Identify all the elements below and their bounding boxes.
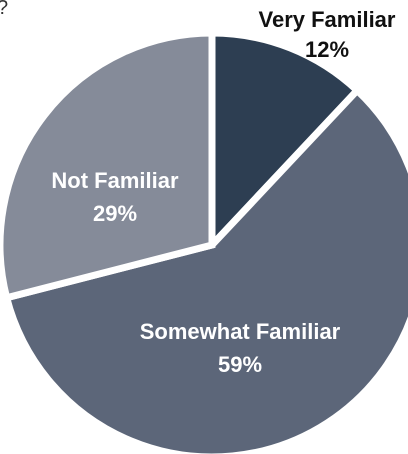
slice-value-very-familiar: 12% <box>305 37 349 62</box>
pie-slice-very-familiar <box>208 29 363 254</box>
slice-value-not-familiar: 29% <box>93 201 137 226</box>
cropped-glyph: ? <box>0 0 8 19</box>
pie-slice-somewhat-familiar <box>2 85 408 454</box>
slice-label-somewhat-familiar: Somewhat Familiar <box>140 319 341 344</box>
pie-labels: Very Familiar 12% Somewhat Familiar 59% … <box>51 7 395 377</box>
slice-label-very-familiar: Very Familiar <box>259 7 396 32</box>
pie-slices <box>0 29 408 454</box>
pie-slice-not-familiar <box>0 29 216 302</box>
slice-label-not-familiar: Not Familiar <box>51 168 179 193</box>
slice-value-somewhat-familiar: 59% <box>218 352 262 377</box>
